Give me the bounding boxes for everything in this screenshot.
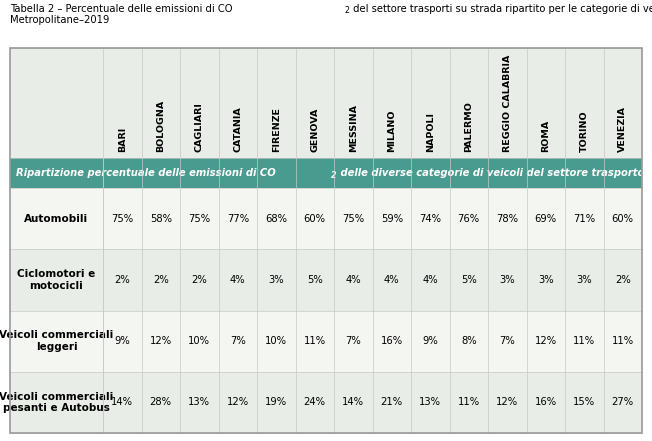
Text: 5%: 5% [307,275,323,285]
Text: Automobili: Automobili [24,213,89,224]
Text: 28%: 28% [150,397,171,407]
Bar [10,249,642,310]
Text: VENEZIA: VENEZIA [618,106,627,152]
Bar [10,188,642,249]
Text: FIRENZE: FIRENZE [272,107,281,152]
Text: CAGLIARI: CAGLIARI [195,102,203,152]
Text: 19%: 19% [265,397,288,407]
Text: 4%: 4% [230,275,246,285]
Text: 9%: 9% [114,336,130,346]
Text: MILANO: MILANO [387,109,396,152]
Text: 15%: 15% [573,397,595,407]
Text: 14%: 14% [342,397,364,407]
Text: 16%: 16% [381,336,403,346]
Text: 12%: 12% [496,397,518,407]
Text: ​ del settore trasporti su strada ripartito per le categorie di veicoli per le 1: ​ del settore trasporti su strada ripart… [350,4,652,15]
Text: 12%: 12% [150,336,172,346]
Text: 2%: 2% [153,275,169,285]
Text: NAPOLI: NAPOLI [426,112,435,152]
Text: 74%: 74% [419,213,441,224]
Text: 9%: 9% [422,336,438,346]
Bar [10,310,642,372]
Text: 2%: 2% [114,275,130,285]
Bar [10,158,642,188]
Text: Ciclomotori e
motocicli: Ciclomotori e motocicli [18,269,96,291]
Text: 58%: 58% [150,213,171,224]
Text: 13%: 13% [188,397,210,407]
Text: 2: 2 [344,6,349,15]
Text: 71%: 71% [573,213,595,224]
Text: 14%: 14% [111,397,133,407]
Text: MESSINA: MESSINA [349,104,358,152]
Text: 60%: 60% [304,213,326,224]
Text: Tabella 2 – Percentuale delle emissioni di CO: Tabella 2 – Percentuale delle emissioni … [10,4,233,14]
Text: 13%: 13% [419,397,441,407]
Text: 69%: 69% [535,213,557,224]
Text: 11%: 11% [304,336,326,346]
Text: GENOVA: GENOVA [310,108,319,152]
Bar [10,372,642,433]
Text: 4%: 4% [346,275,361,285]
Text: TORINO: TORINO [580,110,589,152]
Text: 2%: 2% [192,275,207,285]
Text: 4%: 4% [384,275,400,285]
Text: PALERMO: PALERMO [464,101,473,152]
Text: 59%: 59% [381,213,403,224]
Text: 12%: 12% [227,397,249,407]
Text: 3%: 3% [499,275,515,285]
Text: 77%: 77% [227,213,249,224]
Text: 3%: 3% [576,275,592,285]
Text: 8%: 8% [461,336,477,346]
Text: 11%: 11% [612,336,634,346]
Text: 3%: 3% [538,275,554,285]
Text: 10%: 10% [265,336,288,346]
Text: 60%: 60% [612,213,634,224]
Text: BARI: BARI [118,127,126,152]
Bar [10,48,642,158]
Text: Veicoli commerciali
leggeri: Veicoli commerciali leggeri [0,330,113,352]
Text: delle diverse categorie di veicoli del settore trasporto su strada nel 2019: delle diverse categorie di veicoli del s… [337,168,652,178]
Text: Veicoli commerciali
pesanti e Autobus: Veicoli commerciali pesanti e Autobus [0,392,113,413]
Text: 75%: 75% [111,213,133,224]
Text: 21%: 21% [381,397,403,407]
Text: 76%: 76% [458,213,480,224]
Text: 10%: 10% [188,336,210,346]
Text: 7%: 7% [499,336,515,346]
Text: 7%: 7% [230,336,246,346]
Text: 4%: 4% [422,275,438,285]
Text: CATANIA: CATANIA [233,106,243,152]
Text: BOLOGNA: BOLOGNA [156,100,165,152]
Text: 78%: 78% [496,213,518,224]
Text: 2: 2 [331,171,336,180]
Text: 11%: 11% [573,336,595,346]
Text: 75%: 75% [188,213,211,224]
Text: ROMA: ROMA [541,120,550,152]
Text: 3%: 3% [269,275,284,285]
Text: 24%: 24% [304,397,326,407]
Text: 27%: 27% [612,397,634,407]
Text: Metropolitane–2019: Metropolitane–2019 [10,15,110,25]
Text: 75%: 75% [342,213,364,224]
Text: 16%: 16% [535,397,557,407]
Text: 7%: 7% [346,336,361,346]
Text: 68%: 68% [265,213,288,224]
Text: REGGIO CALABRIA: REGGIO CALABRIA [503,55,512,152]
Text: 11%: 11% [458,397,480,407]
Bar [10,48,642,433]
Text: 2%: 2% [615,275,630,285]
Text: Ripartizione percentuale delle emissioni di CO: Ripartizione percentuale delle emissioni… [16,168,276,178]
Text: 5%: 5% [461,275,477,285]
Text: 12%: 12% [535,336,557,346]
